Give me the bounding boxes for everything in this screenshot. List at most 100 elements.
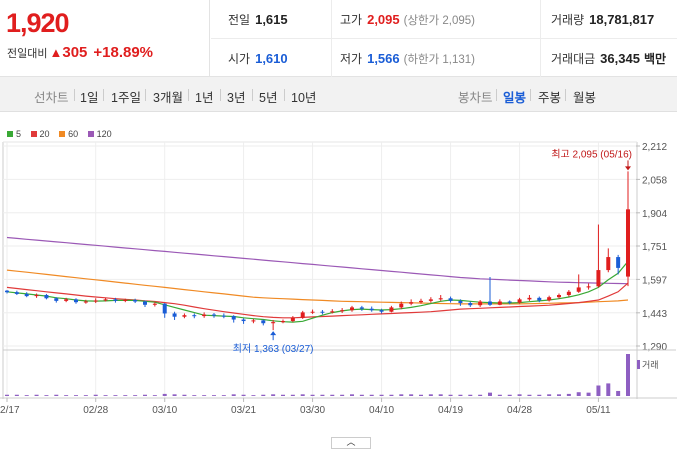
- candle-body: [271, 322, 276, 324]
- line-chart-label[interactable]: 선차트: [34, 91, 69, 105]
- candle-body: [221, 315, 226, 317]
- quote-summary: 1,920 전일대비 ▲305 +18.89% 전일 1,615 시가 1,610 고가…: [0, 0, 677, 77]
- candle-body: [24, 293, 29, 297]
- volume-bar: [428, 394, 433, 396]
- volume-bar: [468, 394, 473, 396]
- x-tick-label: 04/28: [507, 405, 532, 416]
- low-value: 1,566: [367, 51, 400, 66]
- volume-bar: [586, 392, 591, 396]
- candle-body: [359, 307, 364, 309]
- volume-bar: [359, 394, 364, 396]
- divider: [188, 89, 189, 101]
- candle-body: [5, 290, 9, 293]
- volume-bar: [448, 394, 453, 396]
- range-5y-button[interactable]: 5년: [259, 91, 278, 105]
- range-3y-button[interactable]: 3년: [227, 91, 246, 105]
- daily-candle-button[interactable]: 일봉: [503, 91, 527, 105]
- volume-bar: [399, 394, 404, 396]
- volume-bar: [547, 394, 552, 396]
- candle-body: [497, 301, 502, 305]
- collapse-chevron-up-icon[interactable]: ︿: [331, 437, 371, 449]
- candle-body: [448, 298, 453, 301]
- candle-body: [330, 311, 335, 313]
- candle-body: [419, 300, 423, 303]
- y-tick-label: 1,290: [642, 342, 667, 353]
- volume-bar: [310, 394, 315, 396]
- volume-bar: [172, 394, 177, 396]
- volume-bar: [478, 394, 483, 396]
- x-tick-label: 05/11: [586, 405, 611, 416]
- volume-bar: [537, 394, 542, 396]
- volume-bar: [419, 394, 423, 396]
- volume-bar: [83, 395, 88, 396]
- candle-body: [488, 301, 492, 305]
- monthly-candle-button[interactable]: 월봉: [573, 91, 597, 105]
- upper-limit: (상한가 2,095): [403, 15, 476, 27]
- range-1y-button[interactable]: 1년: [195, 91, 214, 105]
- candle-body: [369, 308, 374, 311]
- weekly-candle-button[interactable]: 주봉: [538, 91, 562, 105]
- x-tick-label: 03/10: [152, 405, 177, 416]
- candle-body: [152, 303, 157, 305]
- legend-ma60: 60: [59, 129, 78, 139]
- volume-bar: [350, 394, 354, 396]
- high-value: 2,095: [367, 12, 400, 27]
- candle-body: [64, 299, 69, 301]
- x-tick-label: 02/28: [83, 405, 108, 416]
- lower-limit: (하한가 1,131): [403, 54, 476, 66]
- candle-body: [182, 315, 187, 317]
- candle-body: [399, 303, 404, 308]
- legend-swatch: [87, 131, 94, 137]
- candle-body: [517, 299, 522, 303]
- prev-close-label: 전일: [228, 13, 251, 27]
- candle-body: [576, 287, 581, 292]
- candle-body: [281, 321, 285, 323]
- ma60-line: [6, 269, 629, 305]
- divider: [530, 89, 531, 101]
- candle-body: [468, 303, 473, 306]
- volume-bar: [340, 394, 345, 396]
- range-10y-button[interactable]: 10년: [291, 91, 317, 105]
- volume-bar: [320, 394, 325, 396]
- change-row: 전일대비 ▲305 +18.89%: [7, 44, 153, 61]
- volume-bar: [517, 394, 522, 396]
- low-arrow-icon: [270, 331, 277, 336]
- candle-body: [162, 303, 167, 314]
- divider: [220, 89, 221, 101]
- legend-label: 120: [96, 129, 112, 139]
- candle-body: [596, 270, 601, 287]
- x-tick-label: 02/17: [0, 405, 20, 416]
- y-tick-label: 1,597: [642, 275, 667, 286]
- turnover-label: 거래대금: [551, 52, 596, 66]
- candle-body: [44, 295, 49, 299]
- candle-body: [626, 209, 630, 277]
- legend-ma5: 5: [7, 129, 21, 139]
- candle-body: [231, 316, 236, 320]
- candle-body: [113, 299, 118, 301]
- candle-body: [428, 299, 433, 301]
- candle-body: [566, 291, 571, 296]
- range-1d-button[interactable]: 1일: [80, 91, 99, 105]
- chart-toolbar: 선차트 1일 1주일 3개월 1년 3년 5년 10년 봉차트 일봉 주봉 월봉: [0, 77, 677, 112]
- open-price: 시가 1,610: [228, 50, 288, 67]
- legend-label: 5: [16, 129, 22, 139]
- volume-bar: [113, 395, 118, 396]
- candle-chart[interactable]: 2,212 2,058 1,904 1,751 1,597 1,443 1,290 거래 02/…: [0, 138, 677, 428]
- prev-close: 전일 1,615: [228, 11, 288, 28]
- legend-swatch: [7, 131, 13, 137]
- volume-bar: [409, 394, 414, 396]
- volume-bar: [507, 394, 512, 396]
- volume-bar: [576, 392, 581, 396]
- candle-body: [320, 311, 325, 313]
- range-3m-button[interactable]: 3개월: [153, 91, 183, 105]
- divider: [496, 89, 497, 101]
- range-1w-button[interactable]: 1주일: [111, 91, 141, 105]
- volume-bar: [143, 394, 147, 396]
- up-arrow-icon: ▲: [49, 45, 63, 60]
- candle-chart-label[interactable]: 봉차트: [458, 91, 493, 105]
- price-box: 1,920 전일대비 ▲305 +18.89%: [0, 0, 210, 77]
- volume-bar: [202, 395, 207, 396]
- volume-bar: [182, 394, 187, 396]
- volume-bar: [34, 394, 39, 396]
- candle-body: [547, 297, 552, 301]
